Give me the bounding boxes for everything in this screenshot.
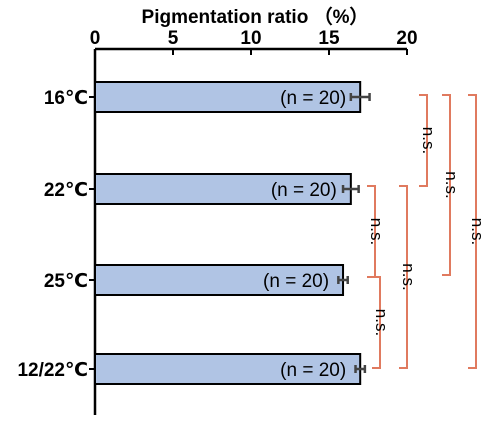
category-label: 22℃ [44,180,88,201]
significance-label: n.s. [367,218,386,245]
significance-label: n.s. [468,218,487,245]
significance-label: n.s. [399,263,418,290]
significance-bracket [399,185,408,369]
bar [94,264,345,296]
bar-n-label: (n = 20) [271,180,337,201]
x-tick-label: 0 [90,28,101,49]
bar-n-label: (n = 20) [263,271,329,292]
significance-bracket [419,94,428,187]
bar-n-label: (n = 20) [280,360,346,381]
x-tick-label: 15 [318,28,340,49]
bars: 16℃ (n = 20) 22℃ (n = 20) 25℃ (n = 20) 12/22℃ (… [17,81,371,385]
significance-bracket [367,185,376,278]
category-label: 25℃ [44,271,88,292]
significance-label: n.s. [419,127,438,154]
bar-n-label: (n = 20) [280,88,346,109]
x-tick-label: 5 [168,28,179,49]
category-label: 12/22℃ [17,360,88,381]
significance-bracket [372,276,381,369]
category-label: 16℃ [44,88,88,109]
significance-label: n.s. [442,171,461,198]
significance-bracket [468,94,477,369]
bar [94,81,362,113]
significance-bracket [442,94,451,276]
significance-brackets: n.s.n.s.n.s.n.s.n.s.n.s. [367,94,487,369]
chart-title: Pigmentation ratio （%） [142,5,369,28]
significance-label: n.s. [372,309,391,336]
bar [94,173,352,205]
x-tick-label: 10 [240,28,261,49]
x-tick-label: 20 [396,28,417,49]
